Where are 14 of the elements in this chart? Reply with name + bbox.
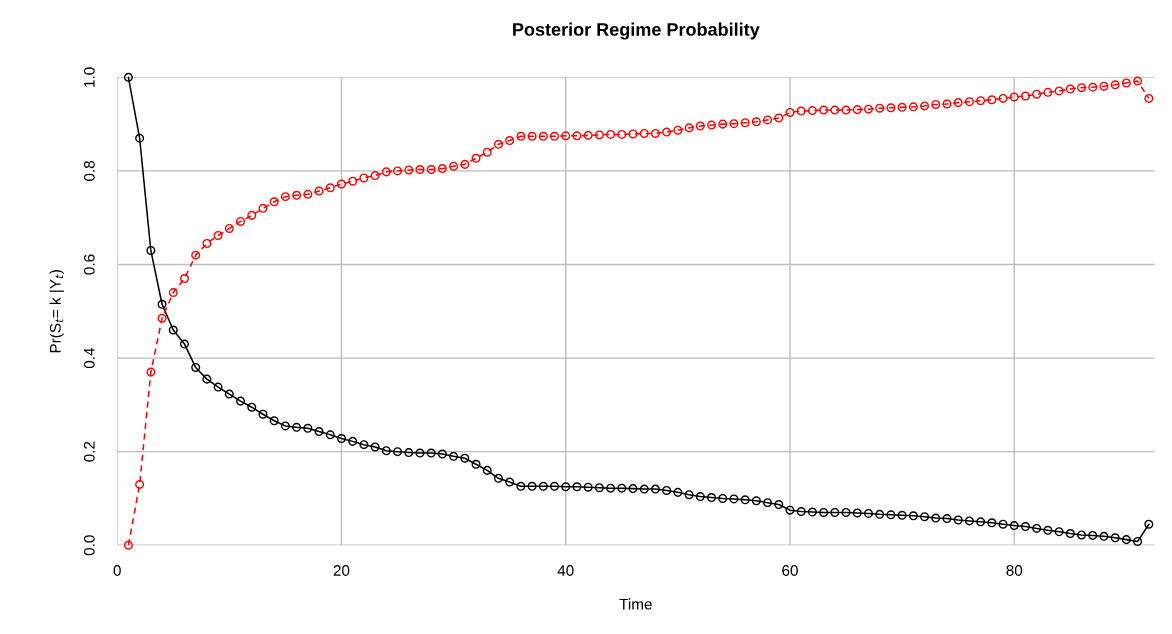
- x-tick-label: 80: [1006, 565, 1023, 576]
- chart-title: Posterior Regime Probability: [513, 22, 760, 40]
- y-tick-label: 0.0: [83, 535, 95, 556]
- y-tick-label: 0.2: [83, 441, 95, 462]
- y-axis-title: Pr(S$_{t}$= k |Y$_{t}$): [49, 270, 64, 353]
- y-tick-label: 0.8: [83, 160, 95, 181]
- y-tick-label: 0.6: [83, 254, 95, 275]
- x-tick-label: 0: [113, 565, 121, 576]
- x-tick-label: 60: [782, 565, 798, 576]
- y-tick-label: 1.0: [83, 67, 95, 87]
- x-tick-label: 40: [557, 565, 574, 576]
- x-tick-label: 20: [333, 565, 350, 576]
- y-tick-label: 0.4: [83, 347, 95, 369]
- x-axis-title: Time: [619, 598, 652, 610]
